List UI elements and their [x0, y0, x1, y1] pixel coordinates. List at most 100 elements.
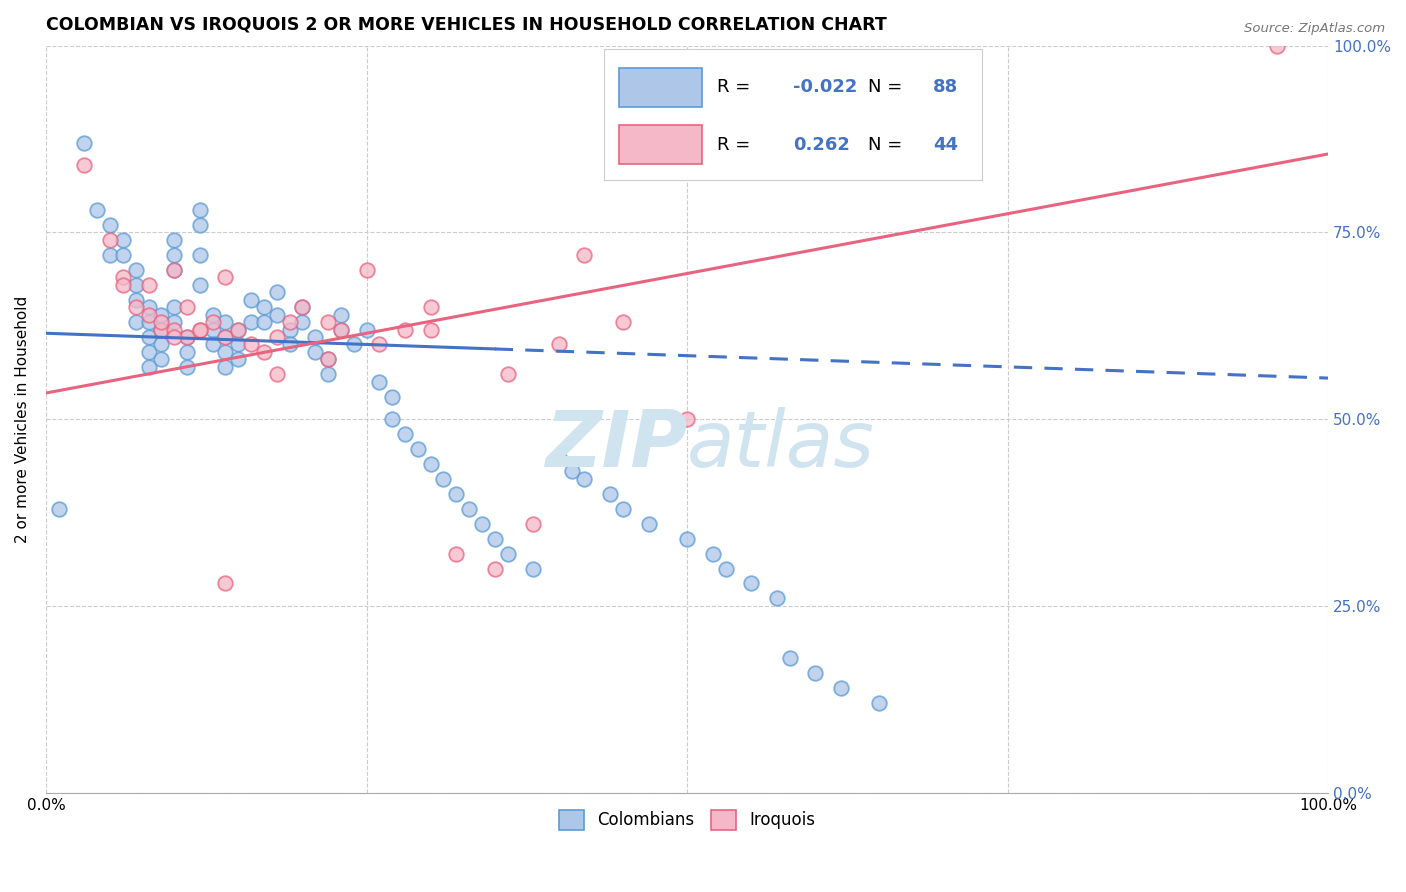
- Point: [163, 315, 186, 329]
- Point: [676, 412, 699, 426]
- Point: [266, 285, 288, 300]
- Point: [368, 375, 391, 389]
- Point: [304, 345, 326, 359]
- Point: [125, 262, 148, 277]
- Point: [599, 487, 621, 501]
- Point: [316, 315, 339, 329]
- Point: [547, 450, 569, 464]
- Point: [163, 262, 186, 277]
- Point: [125, 315, 148, 329]
- Point: [574, 248, 596, 262]
- Point: [368, 337, 391, 351]
- Point: [214, 576, 236, 591]
- Point: [138, 359, 160, 374]
- Point: [765, 591, 787, 606]
- Point: [266, 308, 288, 322]
- Point: [419, 300, 441, 314]
- Point: [291, 300, 314, 314]
- Point: [150, 337, 173, 351]
- Point: [188, 322, 211, 336]
- Point: [291, 300, 314, 314]
- Point: [522, 516, 544, 531]
- Point: [188, 322, 211, 336]
- Point: [432, 472, 454, 486]
- Point: [73, 136, 96, 150]
- Point: [176, 345, 198, 359]
- Point: [316, 368, 339, 382]
- Point: [163, 248, 186, 262]
- Point: [253, 300, 276, 314]
- Point: [484, 561, 506, 575]
- Point: [394, 427, 416, 442]
- Point: [522, 561, 544, 575]
- Point: [138, 330, 160, 344]
- Point: [176, 359, 198, 374]
- Point: [125, 300, 148, 314]
- Point: [714, 561, 737, 575]
- Point: [316, 352, 339, 367]
- Y-axis label: 2 or more Vehicles in Household: 2 or more Vehicles in Household: [15, 295, 30, 543]
- Point: [574, 472, 596, 486]
- Point: [111, 233, 134, 247]
- Point: [702, 547, 724, 561]
- Point: [419, 322, 441, 336]
- Point: [278, 315, 301, 329]
- Point: [201, 308, 224, 322]
- Point: [394, 322, 416, 336]
- Point: [226, 352, 249, 367]
- Point: [266, 368, 288, 382]
- Point: [471, 516, 494, 531]
- Point: [253, 315, 276, 329]
- Point: [150, 322, 173, 336]
- Point: [266, 330, 288, 344]
- Point: [98, 233, 121, 247]
- Point: [419, 457, 441, 471]
- Point: [163, 262, 186, 277]
- Point: [868, 696, 890, 710]
- Point: [561, 465, 583, 479]
- Point: [98, 218, 121, 232]
- Point: [138, 308, 160, 322]
- Point: [111, 277, 134, 292]
- Point: [547, 337, 569, 351]
- Point: [150, 315, 173, 329]
- Point: [201, 337, 224, 351]
- Text: atlas: atlas: [688, 408, 875, 483]
- Point: [830, 681, 852, 695]
- Point: [1265, 38, 1288, 53]
- Point: [214, 315, 236, 329]
- Point: [343, 337, 366, 351]
- Point: [150, 352, 173, 367]
- Point: [150, 308, 173, 322]
- Point: [356, 322, 378, 336]
- Point: [188, 277, 211, 292]
- Point: [163, 330, 186, 344]
- Point: [446, 487, 468, 501]
- Point: [138, 315, 160, 329]
- Point: [176, 300, 198, 314]
- Point: [214, 330, 236, 344]
- Point: [740, 576, 762, 591]
- Point: [458, 501, 481, 516]
- Point: [176, 330, 198, 344]
- Point: [86, 202, 108, 217]
- Point: [406, 442, 429, 456]
- Point: [176, 330, 198, 344]
- Point: [381, 412, 404, 426]
- Point: [676, 532, 699, 546]
- Point: [612, 315, 634, 329]
- Point: [214, 359, 236, 374]
- Text: ZIP: ZIP: [544, 408, 688, 483]
- Point: [329, 308, 352, 322]
- Point: [214, 270, 236, 285]
- Point: [163, 300, 186, 314]
- Legend: Colombians, Iroquois: Colombians, Iroquois: [553, 803, 823, 837]
- Point: [98, 248, 121, 262]
- Point: [188, 202, 211, 217]
- Point: [291, 315, 314, 329]
- Text: Source: ZipAtlas.com: Source: ZipAtlas.com: [1244, 22, 1385, 36]
- Point: [150, 322, 173, 336]
- Point: [240, 315, 263, 329]
- Point: [111, 270, 134, 285]
- Point: [188, 248, 211, 262]
